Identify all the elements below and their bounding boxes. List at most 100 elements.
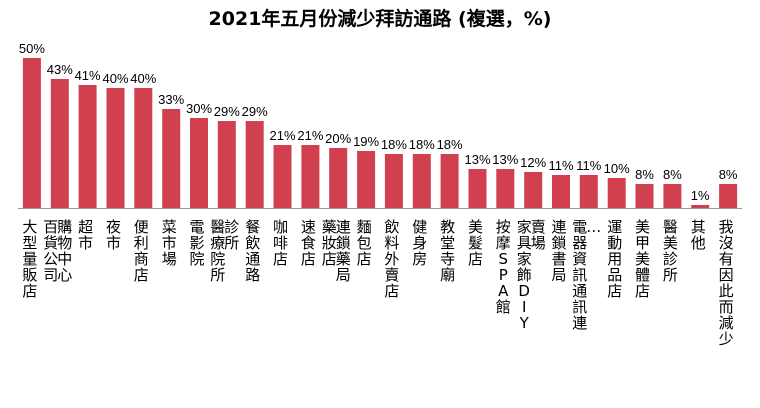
bar-14 <box>412 154 431 208</box>
svg-text:貨: 貨 <box>43 234 58 252</box>
svg-text:館: 館 <box>496 298 511 316</box>
svg-text:市: 市 <box>106 234 121 252</box>
svg-text:通: 通 <box>572 282 587 300</box>
bar-9 <box>273 145 292 208</box>
svg-text:料: 料 <box>384 234 399 252</box>
svg-text:家: 家 <box>517 250 532 268</box>
svg-text:…: … <box>586 218 601 236</box>
svg-text:而: 而 <box>719 298 734 316</box>
value-label-16: 13% <box>464 152 490 167</box>
svg-text:電: 電 <box>572 218 587 236</box>
svg-text:大: 大 <box>22 218 37 236</box>
bar-3 <box>106 88 125 208</box>
svg-text:所: 所 <box>224 234 239 252</box>
svg-text:他: 他 <box>691 234 706 252</box>
svg-text:超: 超 <box>78 218 93 236</box>
value-label-2: 41% <box>75 68 101 83</box>
svg-text:飾: 飾 <box>517 266 532 284</box>
svg-text:店: 店 <box>384 282 399 300</box>
svg-text:場: 場 <box>162 250 177 268</box>
svg-text:中: 中 <box>57 250 72 268</box>
bar-23 <box>663 184 682 208</box>
svg-text:品: 品 <box>607 266 622 284</box>
value-label-20: 11% <box>576 158 601 173</box>
svg-text:髮: 髮 <box>468 234 483 252</box>
svg-text:連: 連 <box>336 218 351 236</box>
svg-text:堂: 堂 <box>440 234 455 252</box>
svg-text:外: 外 <box>384 250 399 268</box>
value-label-25: 8% <box>719 167 738 182</box>
svg-text:司: 司 <box>43 266 58 284</box>
svg-text:寺: 寺 <box>440 250 455 268</box>
svg-text:店: 店 <box>22 282 37 300</box>
category-label-20: 電器資訊通訊連… <box>572 218 601 332</box>
svg-text:心: 心 <box>57 266 72 284</box>
value-label-4: 40% <box>130 71 156 86</box>
value-label-1: 43% <box>47 62 73 77</box>
svg-text:局: 局 <box>336 266 351 284</box>
bar-10 <box>301 145 320 208</box>
svg-text:影: 影 <box>189 234 204 252</box>
svg-text:療: 療 <box>210 234 225 252</box>
svg-text:醫: 醫 <box>663 218 678 236</box>
svg-text:餐: 餐 <box>245 218 260 236</box>
svg-text:診: 診 <box>663 250 678 268</box>
svg-text:少: 少 <box>719 330 734 348</box>
bar-6 <box>190 118 208 208</box>
svg-text:局: 局 <box>551 266 566 284</box>
value-label-3: 40% <box>102 71 128 86</box>
svg-text:鎖: 鎖 <box>336 234 351 252</box>
svg-text:利: 利 <box>134 234 149 252</box>
svg-text:販: 販 <box>22 266 37 284</box>
bar-21 <box>607 178 626 208</box>
svg-text:沒: 沒 <box>719 234 734 252</box>
bar-2 <box>78 85 97 208</box>
svg-text:訊: 訊 <box>572 298 587 316</box>
svg-text:S: S <box>499 250 509 268</box>
svg-text:教: 教 <box>440 218 455 236</box>
bar-7 <box>217 121 236 208</box>
svg-text:飲: 飲 <box>245 234 260 252</box>
value-label-21: 10% <box>604 161 630 176</box>
svg-text:器: 器 <box>572 234 587 252</box>
category-label-3: 夜市 <box>106 218 121 252</box>
svg-text:藥: 藥 <box>336 250 351 268</box>
value-label-12: 19% <box>353 134 379 149</box>
value-label-0: 50% <box>19 41 45 56</box>
svg-text:健: 健 <box>412 218 427 236</box>
svg-text:包: 包 <box>357 234 372 252</box>
value-label-18: 12% <box>520 155 546 170</box>
value-label-19: 11% <box>548 158 573 173</box>
bar-13 <box>384 154 403 208</box>
value-label-8: 29% <box>242 104 268 119</box>
bar-25 <box>719 184 738 208</box>
svg-text:院: 院 <box>210 250 225 268</box>
bar-24 <box>691 205 710 208</box>
value-label-13: 18% <box>381 137 407 152</box>
svg-text:店: 店 <box>273 250 288 268</box>
svg-text:A: A <box>498 282 509 300</box>
svg-text:店: 店 <box>607 282 622 300</box>
value-label-14: 18% <box>409 137 435 152</box>
svg-text:連: 連 <box>572 314 587 332</box>
svg-text:美: 美 <box>635 218 650 236</box>
svg-text:速: 速 <box>301 218 316 236</box>
svg-text:店: 店 <box>322 250 337 268</box>
svg-text:Y: Y <box>519 314 530 332</box>
svg-text:I: I <box>522 298 526 316</box>
svg-text:房: 房 <box>412 250 427 268</box>
value-label-17: 13% <box>492 152 518 167</box>
svg-text:摩: 摩 <box>496 234 511 252</box>
svg-text:店: 店 <box>357 250 372 268</box>
